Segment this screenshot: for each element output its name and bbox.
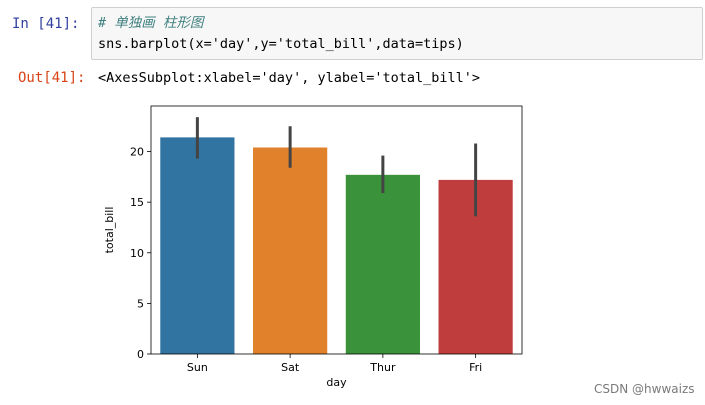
bar-chart: 0 5 10 15 20 Sun Sat Thur Fri total_bill day	[103, 105, 523, 389]
y-tick-label: 5	[137, 297, 144, 310]
y-tick-label: 0	[137, 348, 144, 361]
input-prompt: In [41]:	[12, 16, 80, 32]
code-line: sns.barplot(x='day',y='total_bill',data=…	[98, 36, 464, 52]
code-comment: # 单独画 柱形图	[98, 15, 204, 31]
error-bars-group	[195, 117, 478, 217]
watermark: CSDN @hwwaizs	[594, 382, 695, 396]
y-tick-label: 10	[130, 247, 144, 260]
output-text: <AxesSubplot:xlabel='day', ylabel='total…	[98, 70, 481, 86]
x-tick-label: Sun	[187, 361, 208, 374]
bar-sun	[160, 137, 235, 354]
bars-group	[160, 137, 513, 354]
bar-sat	[253, 147, 328, 354]
y-tick-label: 15	[130, 196, 144, 209]
x-tick-label: Sat	[281, 361, 300, 374]
x-axis-ticks: Sun Sat Thur Fri	[187, 354, 482, 374]
bar-thur	[345, 174, 420, 354]
x-axis-label: day	[326, 376, 347, 389]
code-cell[interactable]: # 单独画 柱形图 sns.barplot(x='day',y='total_b…	[91, 7, 703, 60]
output-prompt: Out[41]:	[18, 70, 86, 86]
x-tick-label: Fri	[469, 361, 482, 374]
x-tick-label: Thur	[369, 361, 396, 374]
y-axis-ticks: 0 5 10 15 20	[130, 146, 151, 361]
y-tick-label: 20	[130, 146, 144, 159]
y-axis-label: total_bill	[103, 207, 116, 254]
axes-frame	[150, 105, 523, 355]
